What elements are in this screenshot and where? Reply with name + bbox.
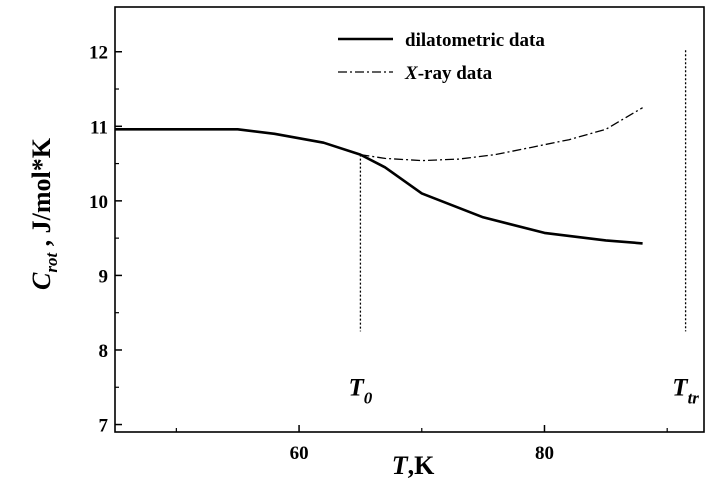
marker-label-0: T0 [349,374,373,407]
marker-label-tr: Ttr [672,374,699,407]
x-tick-label: 80 [535,443,554,464]
x-axis-title: T,K [392,451,435,480]
plot-frame [114,6,705,433]
series-group [115,107,643,245]
y-tick-label: 7 [99,416,109,437]
x-tick-label: 60 [290,443,309,464]
y-axis-title: Crot , J/mol*K [27,137,61,290]
y-tick-label: 10 [89,192,108,213]
y-ticks: 7 8 9 10 11 12 [89,43,122,437]
y-tick-label: 11 [90,117,108,138]
x-ticks: 60 80 [175,425,668,464]
legend-label-xray: X-ray data [404,63,493,84]
series-line-dilatometric [115,128,643,245]
y-tick-label: 12 [89,43,108,64]
y-tick-label: 9 [99,266,109,287]
series-line-xray [360,107,643,162]
annotations-group: T0 Ttr [349,50,699,407]
legend: dilatometric data X-ray data [338,30,545,84]
legend-label-dilatometric: dilatometric data [405,30,545,51]
y-tick-label: 8 [99,341,109,362]
